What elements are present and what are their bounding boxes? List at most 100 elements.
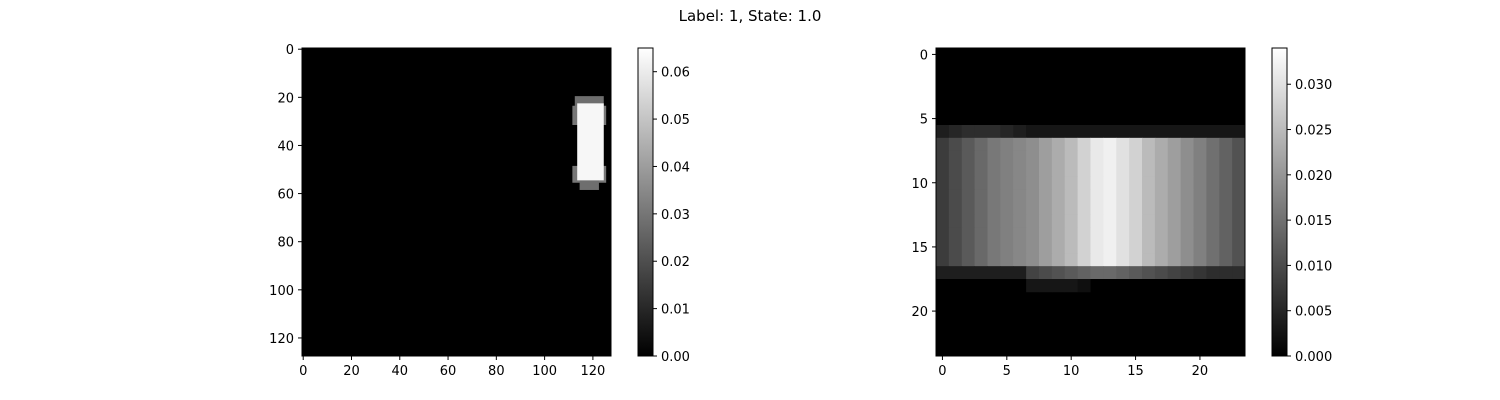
pixel-r7-c0	[936, 137, 950, 152]
pixel-r15-c5	[1000, 240, 1014, 254]
pixel-r15-c3	[974, 240, 988, 254]
pixel-r18-c0	[936, 279, 950, 293]
pixel-r6-c12	[1090, 125, 1104, 139]
x-tick-label: 15	[1127, 364, 1144, 379]
pixel-r16-c18	[1167, 253, 1182, 267]
pixel-r10-c17	[1154, 176, 1169, 190]
pixel-r16-c11	[1077, 253, 1091, 267]
pixel-r8-c19	[1180, 150, 1194, 164]
pixel-r13-c22	[1219, 214, 1233, 229]
pixel-r9-c5	[1000, 163, 1014, 177]
pixel-r8-c7	[1026, 150, 1040, 164]
pixel-r10-c16	[1142, 176, 1156, 190]
pixel-r10-c3	[974, 176, 988, 190]
pixel-r17-c7	[1026, 266, 1040, 280]
pixel-r8-c6	[1013, 150, 1027, 164]
pixel-r9-c9	[1051, 163, 1066, 177]
pixel-r8-c17	[1154, 150, 1169, 164]
pixel-r18-c19	[1180, 279, 1194, 293]
pixel-r14-c2	[961, 227, 976, 241]
pixel-r6-c13	[1103, 125, 1117, 139]
pixel-r9-c3	[974, 163, 988, 177]
pixel-r8-c3	[974, 150, 988, 164]
pixel-r13-c16	[1142, 214, 1156, 229]
pixel-r15-c23	[1232, 240, 1246, 254]
pixel-r6-c8	[1039, 125, 1053, 139]
pixel-r12-c7	[1026, 202, 1040, 216]
pixel-r11-c19	[1180, 189, 1194, 203]
pixel-r18-c18	[1167, 279, 1182, 293]
pixel-r9-c0	[936, 163, 950, 177]
pixel-r17-c3	[974, 266, 988, 280]
pixel-r13-c14	[1116, 214, 1130, 229]
pixel-r17-c4	[987, 266, 1001, 280]
pixel-r17-c19	[1180, 266, 1194, 280]
colorbar-tick-label: 0.04	[661, 160, 690, 175]
pixel-r16-c3	[974, 253, 988, 267]
pixel-r18-c16	[1142, 279, 1156, 293]
pixel-r12-c12	[1090, 202, 1104, 216]
pixel-r15-c16	[1142, 240, 1156, 254]
pixel-r16-c13	[1103, 253, 1117, 267]
pixel-r11-c16	[1142, 189, 1156, 203]
image-region-3	[579, 177, 599, 190]
pixel-r14-c18	[1167, 227, 1182, 241]
pixel-r12-c15	[1129, 202, 1143, 216]
pixel-r8-c22	[1219, 150, 1233, 164]
pixel-r13-c20	[1193, 214, 1207, 229]
colorbar-tick-label: 0.010	[1295, 259, 1332, 274]
pixel-r9-c7	[1026, 163, 1040, 177]
pixel-r13-c2	[961, 214, 976, 229]
pixel-r12-c10	[1064, 202, 1079, 216]
pixel-r12-c17	[1154, 202, 1169, 216]
pixel-r8-c23	[1232, 150, 1246, 164]
pixel-r12-c5	[1000, 202, 1014, 216]
pixel-r6-c4	[987, 125, 1001, 139]
pixel-r12-c0	[936, 202, 950, 216]
colorbar-tick-label: 0.015	[1295, 214, 1332, 229]
x-tick-label: 5	[1003, 364, 1011, 379]
pixel-r13-c9	[1051, 214, 1066, 229]
y-tick-label: 60	[277, 188, 294, 203]
pixel-r16-c17	[1154, 253, 1169, 267]
pixel-r14-c10	[1064, 227, 1079, 241]
pixel-r8-c13	[1103, 150, 1117, 164]
pixel-r6-c2	[961, 125, 976, 139]
pixel-r17-c14	[1116, 266, 1130, 280]
pixel-r16-c21	[1206, 253, 1220, 267]
pixel-r11-c0	[936, 189, 950, 203]
pixel-r18-c6	[1013, 279, 1027, 293]
pixel-r18-c3	[974, 279, 988, 293]
pixel-r17-c22	[1219, 266, 1233, 280]
pixel-r11-c21	[1206, 189, 1220, 203]
pixel-r17-c17	[1154, 266, 1169, 280]
pixel-r11-c8	[1039, 189, 1053, 203]
pixel-r16-c1	[948, 253, 963, 267]
pixel-r8-c12	[1090, 150, 1104, 164]
pixel-r10-c12	[1090, 176, 1104, 190]
pixel-r18-c23	[1232, 279, 1246, 293]
pixel-r13-c1	[948, 214, 963, 229]
pixel-r10-c2	[961, 176, 976, 190]
pixel-r16-c20	[1193, 253, 1207, 267]
colorbar-tick-label: 0.06	[661, 66, 690, 81]
pixel-r6-c0	[936, 125, 950, 139]
pixel-r14-c12	[1090, 227, 1104, 241]
pixel-r7-c14	[1116, 137, 1130, 152]
pixel-r14-c11	[1077, 227, 1091, 241]
x-tick-label: 120	[580, 364, 605, 379]
pixel-r18-c15	[1129, 279, 1143, 293]
colorbar-tick-label: 0.005	[1295, 305, 1332, 320]
pixel-r16-c8	[1039, 253, 1053, 267]
pixel-r18-c8	[1039, 279, 1053, 293]
pixel-r17-c16	[1142, 266, 1156, 280]
pixel-r18-c12	[1090, 279, 1104, 293]
pixel-r7-c4	[987, 137, 1001, 152]
colorbar-tick-label: 0.025	[1295, 124, 1332, 139]
pixel-r13-c11	[1077, 214, 1091, 229]
pixel-r12-c4	[987, 202, 1001, 216]
pixel-r16-c6	[1013, 253, 1027, 267]
pixel-r9-c19	[1180, 163, 1194, 177]
pixel-r18-c21	[1206, 279, 1220, 293]
pixel-r14-c22	[1219, 227, 1233, 241]
